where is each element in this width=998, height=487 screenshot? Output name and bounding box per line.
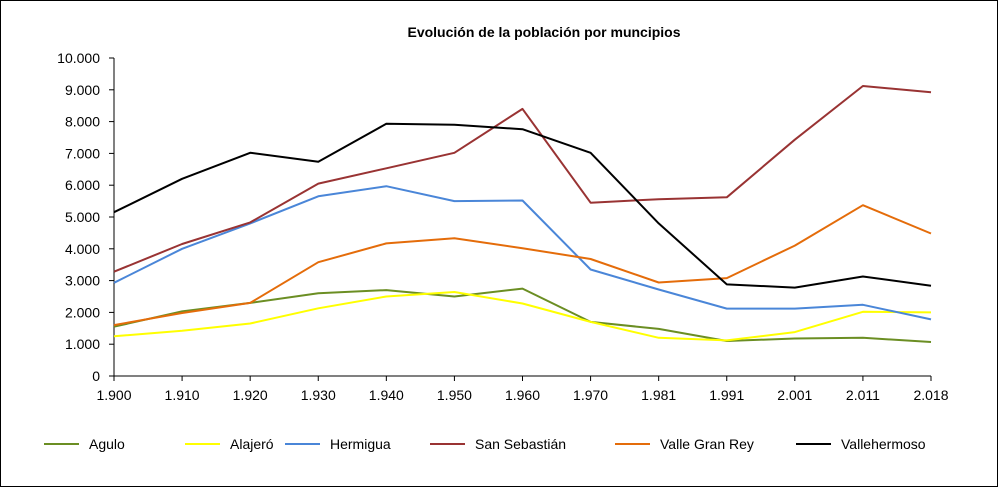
- x-tick-label: 1.900: [96, 387, 131, 403]
- x-tick-label: 2.018: [913, 387, 948, 403]
- legend-label-agulo: Agulo: [89, 436, 125, 452]
- y-tick-label: 9.000: [65, 82, 100, 98]
- y-tick-label: 7.000: [65, 145, 100, 161]
- x-tick-label: 1.991: [709, 387, 744, 403]
- series-lines: [113, 85, 932, 343]
- y-tick-label: 0: [92, 368, 100, 384]
- series-line-vallehermoso: [113, 122, 932, 289]
- y-tick-label: 8.000: [65, 114, 100, 130]
- y-tick-label: 2.000: [65, 304, 100, 320]
- series-line-hermigua: [113, 185, 932, 321]
- y-tick-label: 1.000: [65, 336, 100, 352]
- legend: Agulo Alajeró Hermigua San Sebastián Valle G…: [44, 436, 926, 452]
- y-axis-ticks: 0 1.000 2.000 3.000 4.000 5.000 6.000 7.000 8.00…: [57, 50, 114, 384]
- series-line-alajero: [113, 291, 932, 342]
- legend-label-valle-gran-rey: Valle Gran Rey: [660, 436, 754, 452]
- x-tick-label: 2.011: [846, 387, 880, 403]
- chart-title: Evolución de la población por muncipios: [407, 24, 680, 40]
- legend-label-vallehermoso: Vallehermoso: [841, 436, 926, 452]
- series-line-agulo: [113, 287, 932, 343]
- legend-label-hermigua: Hermigua: [330, 436, 391, 452]
- legend-label-alajero: Alajeró: [230, 436, 274, 452]
- x-tick-label: 1.910: [165, 387, 200, 403]
- series-line-valle-gran-rey: [113, 204, 932, 327]
- series-line-san-sebastian: [113, 85, 932, 273]
- y-tick-label: 10.000: [57, 50, 100, 66]
- x-tick-label: 1.940: [369, 387, 404, 403]
- x-tick-label: 1.930: [301, 387, 336, 403]
- y-tick-label: 4.000: [65, 241, 100, 257]
- legend-label-san-sebastian: San Sebastián: [475, 436, 566, 452]
- x-tick-label: 1.981: [641, 387, 676, 403]
- x-tick-label: 1.970: [573, 387, 608, 403]
- y-tick-label: 5.000: [65, 209, 100, 225]
- x-axis-ticks: 1.900 1.910 1.920 1.930 1.940 1.950 1.960 1.970…: [96, 376, 949, 403]
- x-tick-label: 1.960: [505, 387, 540, 403]
- y-tick-label: 3.000: [65, 273, 100, 289]
- y-tick-label: 6.000: [65, 177, 100, 193]
- x-tick-label: 1.950: [437, 387, 472, 403]
- x-tick-label: 1.920: [233, 387, 268, 403]
- x-tick-label: 2.001: [777, 387, 812, 403]
